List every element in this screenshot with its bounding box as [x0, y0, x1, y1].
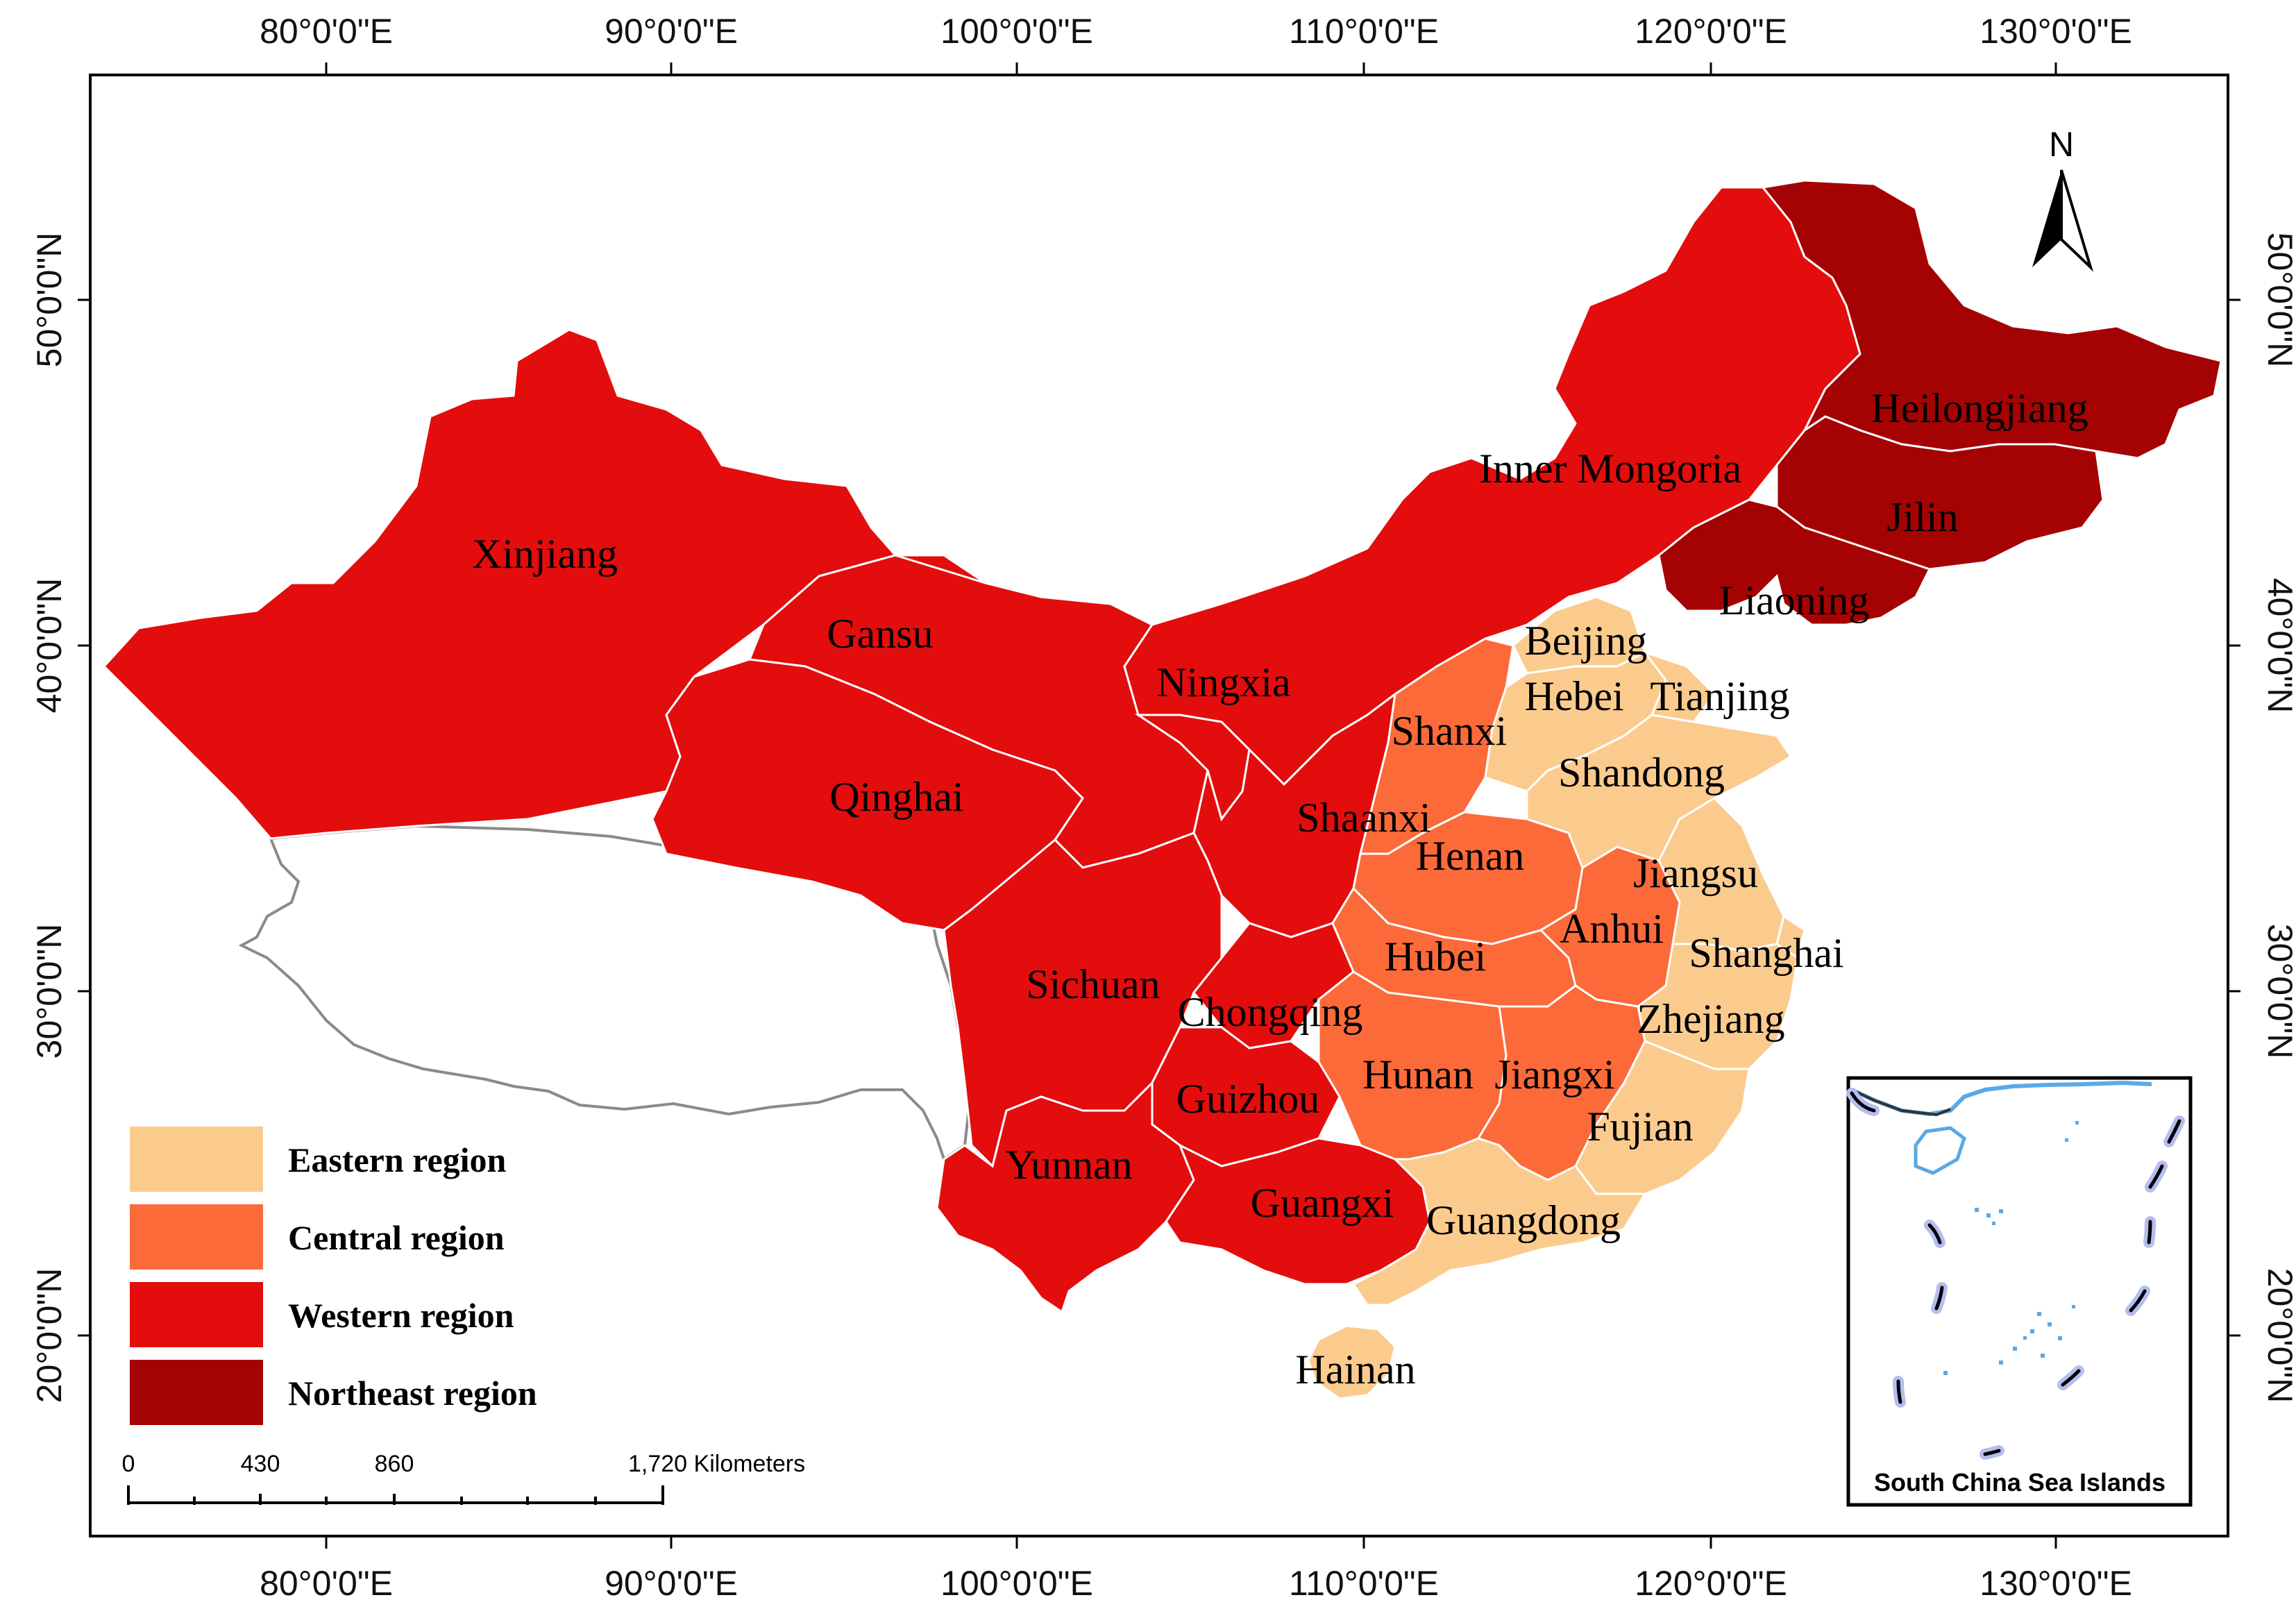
label-gansu: Gansu: [827, 611, 933, 657]
province-shanxi: [1359, 637, 1514, 855]
province-liaoning: [1657, 498, 1932, 626]
lat-label-left-50: 50°0'0"N: [30, 233, 69, 368]
latitude-tick-marks: [78, 298, 2240, 1337]
label-tianjing: Tianjing: [1650, 673, 1789, 719]
western-region: [102, 186, 1862, 1314]
legend-label-eastern: Eastern region: [288, 1140, 507, 1179]
map-frame: [89, 74, 2229, 1537]
label-shanghai: Shanghai: [1689, 930, 1843, 976]
province-shandong: [1526, 714, 1793, 870]
label-zhejiang: Zhejiang: [1637, 996, 1784, 1042]
label-hebei: Hebei: [1524, 673, 1623, 719]
legend-swatch-central: [130, 1204, 263, 1270]
bohai-sea: [1714, 611, 1818, 715]
label-henan: Henan: [1416, 833, 1525, 879]
legend-swatch-northeast: [130, 1360, 263, 1425]
lon-label-bottom-110: 110°0'0"E: [1289, 1564, 1439, 1603]
legend-label-western: Western region: [288, 1296, 514, 1335]
north-label: N: [2049, 125, 2074, 164]
inset-frame: [1846, 1076, 2193, 1507]
scale-label-0: 0: [122, 1451, 135, 1477]
north-arrow: N: [2032, 125, 2094, 272]
lon-label-top-80: 80°0'0"E: [260, 12, 393, 51]
inset-south-china-sea: South China Sea Islands: [1846, 1076, 2193, 1507]
legend-swatch-eastern: [130, 1127, 263, 1192]
central-region: [1317, 637, 1681, 1181]
legend-label-central: Central region: [288, 1218, 505, 1257]
label-ningxia: Ningxia: [1156, 659, 1290, 705]
label-sichuan: Sichuan: [1026, 961, 1160, 1007]
lat-label-right-30: 30°0'0"N: [2261, 924, 2296, 1059]
lon-label-top-90: 90°0'0"E: [605, 12, 738, 51]
inset-title: South China Sea Islands: [1874, 1468, 2166, 1497]
province-hainan: [1307, 1324, 1396, 1400]
label-guangxi: Guangxi: [1251, 1180, 1394, 1226]
label-shaanxi: Shaanxi: [1297, 795, 1430, 841]
label-hainan: Hainan: [1295, 1347, 1415, 1392]
label-jiangxi: Jiangxi: [1494, 1052, 1614, 1097]
scale-label-860: 860: [375, 1451, 414, 1477]
lat-label-right-20: 20°0'0"N: [2261, 1268, 2296, 1404]
inset-boundary-dashes: [1846, 1088, 2185, 1460]
province-xinjiang: [102, 328, 897, 840]
legend-swatch-western: [130, 1282, 263, 1347]
lat-label-left-20: 20°0'0"N: [30, 1268, 69, 1404]
lon-label-bottom-90: 90°0'0"E: [605, 1564, 738, 1603]
lon-label-top-110: 110°0'0"E: [1289, 12, 1439, 51]
label-chongqing: Chongqing: [1178, 989, 1363, 1035]
legend: Eastern region Central region Western re…: [130, 1127, 537, 1425]
lon-label-bottom-100: 100°0'0"E: [940, 1564, 1093, 1603]
province-labels: Heilongjiang Jilin Liaoning Inner Mongor…: [472, 385, 2088, 1392]
lon-label-top-100: 100°0'0"E: [940, 12, 1093, 51]
lat-label-right-40: 40°0'0"N: [2261, 578, 2296, 714]
inset-islands: [1943, 1121, 2079, 1375]
label-hubei: Hubei: [1385, 934, 1487, 979]
lon-label-bottom-130: 130°0'0"E: [1980, 1564, 2132, 1603]
label-guangdong: Guangdong: [1426, 1197, 1621, 1243]
label-inner-mongolia: Inner Mongoria: [1479, 446, 1741, 491]
north-arrow-outline: [2060, 169, 2094, 272]
scale-bar-line: [127, 1485, 664, 1505]
label-beijing: Beijing: [1525, 618, 1648, 664]
label-fujian: Fujian: [1587, 1104, 1693, 1149]
lon-label-top-130: 130°0'0"E: [1980, 12, 2132, 51]
lon-label-bottom-80: 80°0'0"E: [260, 1564, 393, 1603]
label-yunnan: Yunnan: [1005, 1142, 1132, 1188]
label-heilongjiang: Heilongjiang: [1871, 385, 2088, 431]
scale-label-1720: 1,720 Kilometers: [628, 1451, 805, 1477]
inset-coastline-dark: [1851, 1088, 1951, 1117]
province-guangdong: [1351, 1137, 1647, 1306]
province-heilongjiang: [1761, 179, 2222, 460]
scale-bar: 0 430 860 1,720 Kilometers: [122, 1451, 805, 1505]
label-shandong: Shandong: [1558, 750, 1725, 795]
north-arrow-icon: [2032, 170, 2061, 267]
label-shanxi: Shanxi: [1392, 708, 1508, 754]
label-jilin: Jilin: [1886, 494, 1958, 540]
label-qinghai: Qinghai: [829, 774, 963, 820]
eastern-region: [1307, 596, 1806, 1400]
legend-label-northeast: Northeast region: [288, 1374, 537, 1413]
label-xinjiang: Xinjiang: [472, 531, 618, 577]
lon-label-top-120: 120°0'0"E: [1635, 12, 1787, 51]
lon-label-bottom-120: 120°0'0"E: [1635, 1564, 1787, 1603]
lat-label-left-40: 40°0'0"N: [30, 578, 69, 714]
label-liaoning: Liaoning: [1719, 578, 1870, 623]
label-guizhou: Guizhou: [1176, 1076, 1320, 1122]
longitude-tick-marks: [325, 62, 2057, 1549]
label-jiangsu: Jiangsu: [1633, 850, 1758, 896]
province-yunnan: [936, 1080, 1195, 1314]
northeast-region: [1657, 179, 2222, 626]
lat-label-right-50: 50°0'0"N: [2261, 233, 2296, 368]
label-anhui: Anhui: [1560, 906, 1664, 952]
inset-hainan-outline: [1914, 1126, 1966, 1175]
province-fujian: [1574, 1040, 1750, 1195]
label-hunan: Hunan: [1362, 1052, 1474, 1097]
lat-label-left-30: 30°0'0"N: [30, 924, 69, 1059]
scale-label-430: 430: [241, 1451, 280, 1477]
